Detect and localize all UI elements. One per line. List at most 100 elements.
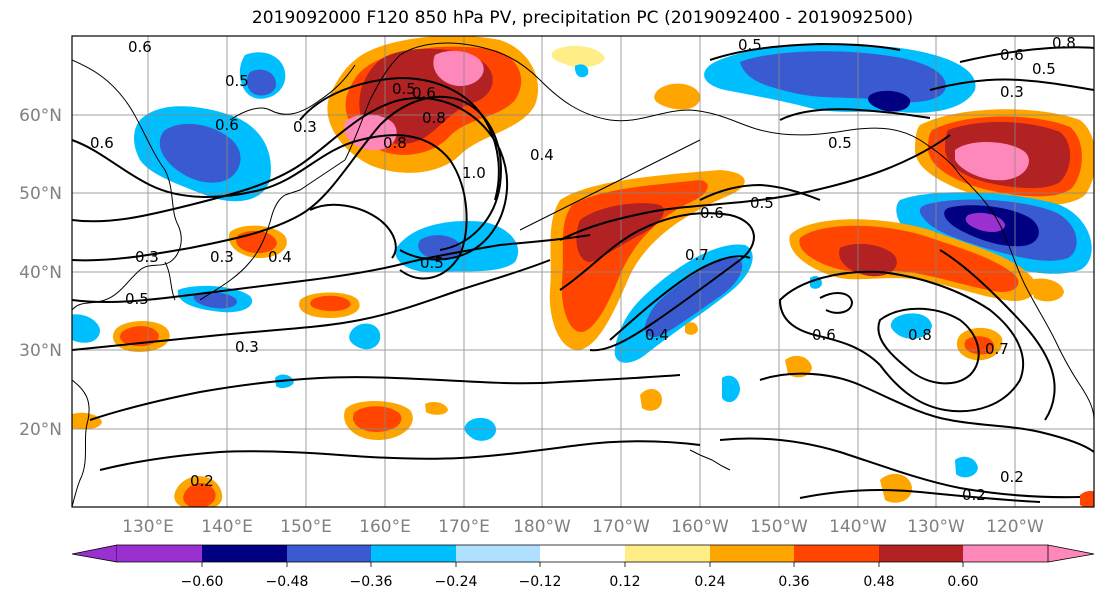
coastline-japan	[199, 194, 286, 301]
contour-label: 0.2	[190, 472, 214, 490]
colorbar-segment	[625, 545, 710, 562]
colorbar-segment	[794, 545, 879, 562]
colorbar-segment	[710, 545, 794, 562]
contour-label: 0.2	[1000, 468, 1024, 486]
lat-label: 50°N	[19, 184, 62, 204]
contour-label: 0.5	[1032, 60, 1056, 78]
contour-labels: 0.6 0.5 0.6 0.6 0.3 0.8 0.5 0.6 0.8 1.0 …	[90, 34, 1076, 504]
colorbar-tick-label: −0.60	[181, 574, 224, 590]
coastlines	[72, 42, 1094, 507]
coastline-kurils	[284, 159, 346, 196]
colorbar-ticks	[201, 562, 964, 567]
lat-label: 30°N	[19, 341, 62, 361]
colorbar-segment	[202, 545, 287, 562]
pv-contour	[72, 234, 591, 304]
pv-contour	[779, 108, 931, 121]
pv-contour	[778, 270, 1025, 413]
precip-area	[654, 83, 701, 110]
precip-area	[310, 295, 351, 312]
precip-area	[740, 51, 946, 103]
precip-area	[955, 141, 1029, 181]
precip-area	[193, 291, 237, 309]
pv-contour	[877, 307, 980, 385]
precip-area	[799, 225, 1019, 292]
lon-label: 170°W	[592, 517, 650, 537]
precip-area	[576, 203, 664, 262]
precip-area	[868, 90, 911, 112]
lon-label: 150°E	[280, 517, 332, 537]
pv-contour	[609, 255, 751, 341]
contour-label: 0.2	[962, 486, 986, 504]
colorbar-tick-label: −0.36	[350, 574, 393, 590]
precip-area	[72, 412, 102, 430]
pv-contour	[72, 259, 551, 351]
lat-label: 60°N	[19, 106, 62, 126]
pv-contour	[309, 203, 397, 259]
precip-area	[722, 375, 740, 403]
precip-area	[955, 456, 978, 478]
coastline-okhotsk	[229, 64, 356, 121]
colorbar-tick-label: 0.48	[863, 574, 894, 590]
lat-label: 20°N	[19, 420, 62, 440]
precip-area	[839, 243, 897, 277]
pv-contour	[99, 440, 701, 471]
precip-area	[425, 402, 448, 415]
coastline-hawaii	[689, 449, 731, 471]
contour-label: 0.5	[420, 254, 444, 272]
precip-area	[349, 323, 381, 350]
pv-contour	[72, 97, 508, 261]
lon-label: 140°E	[201, 517, 253, 537]
coastline-asia	[72, 59, 182, 311]
map-frame	[71, 35, 1095, 508]
pv-contours	[72, 42, 1094, 503]
contour-label: 0.6	[128, 38, 152, 56]
colorbar-tick-label: 0.60	[947, 574, 978, 590]
lon-label: 130°W	[907, 517, 965, 537]
contour-label: 0.5	[125, 290, 149, 308]
colorbar-segment	[879, 545, 963, 562]
colorbar-segment	[287, 545, 371, 562]
pv-contour	[819, 292, 854, 314]
pv-contour	[559, 134, 951, 241]
colorbar-tick-label: −0.12	[519, 574, 562, 590]
precip-area	[644, 257, 743, 338]
precipitation-shading	[72, 36, 1094, 507]
lon-label: 140°W	[829, 517, 887, 537]
colorbar-segment	[456, 545, 540, 562]
contour-label: 0.6	[700, 204, 724, 222]
coastline-se-asia	[72, 379, 90, 507]
contour-label: 0.6	[412, 84, 436, 102]
pv-contour	[299, 76, 500, 201]
pv-contour	[759, 372, 1094, 453]
precip-area	[890, 313, 932, 339]
longitude-labels: 130°E 140°E 150°E 160°E 170°E 180°W 170°…	[122, 517, 1044, 537]
colorbar-tick-label: 0.36	[778, 574, 809, 590]
pv-contour	[929, 78, 1094, 91]
colorbar-segment	[117, 545, 202, 562]
colorbar-tick-label: 0.12	[609, 574, 640, 590]
contour-label: 0.8	[383, 134, 407, 152]
precip-area	[785, 355, 812, 378]
colorbar: −0.60 −0.48 −0.36 −0.24 −0.12 0.12 0.24 …	[71, 544, 1095, 590]
lon-label: 160°E	[359, 517, 411, 537]
contour-label: 0.3	[293, 118, 317, 136]
pv-contour	[699, 183, 821, 201]
precip-area	[640, 388, 662, 411]
colorbar-segment	[371, 545, 456, 562]
precip-area	[246, 69, 276, 96]
contour-label: 0.4	[645, 326, 669, 344]
pv-contour	[559, 212, 755, 352]
contour-label: 0.5	[828, 134, 852, 152]
lon-label: 120°W	[986, 517, 1044, 537]
contour-label: 0.8	[908, 326, 932, 344]
contour-label: 0.5	[750, 194, 774, 212]
graticule	[72, 36, 1094, 507]
colorbar-segment	[1047, 544, 1095, 563]
coastline-aleutians	[519, 139, 701, 231]
contour-label: 0.5	[392, 80, 416, 98]
lat-label: 40°N	[19, 263, 62, 283]
precip-area	[72, 314, 100, 343]
contour-label: 0.3	[1000, 83, 1024, 101]
precip-area	[119, 326, 159, 347]
precip-area	[433, 50, 484, 87]
